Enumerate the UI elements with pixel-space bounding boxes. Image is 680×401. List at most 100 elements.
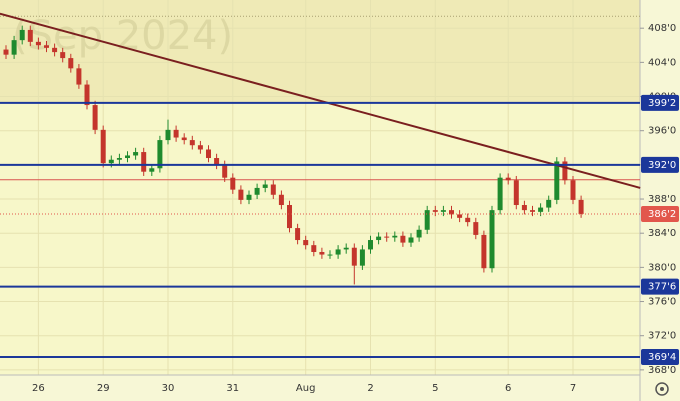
- candle-body: [76, 68, 82, 85]
- candle-body: [359, 249, 365, 266]
- y-tick-label: 404'0: [648, 57, 676, 68]
- candle-body: [189, 140, 195, 146]
- candle-body: [562, 161, 568, 181]
- candle-body: [538, 207, 544, 212]
- candle-body: [440, 210, 446, 212]
- candle-body: [287, 205, 292, 229]
- watermark: (Sep 2024): [12, 13, 233, 59]
- candle-body: [254, 187, 260, 195]
- candle-body: [343, 247, 349, 250]
- candle-body: [100, 129, 106, 164]
- level-label: 377'6: [648, 282, 676, 293]
- candle-body: [157, 140, 163, 169]
- x-tick-label: 30: [162, 383, 175, 394]
- x-tick-label: 26: [32, 383, 45, 394]
- candle-body: [270, 184, 276, 195]
- y-tick-label: 408'0: [648, 23, 676, 34]
- y-tick-label: 368'0: [648, 365, 676, 376]
- candle-body: [84, 84, 90, 106]
- x-tick-label: 6: [505, 383, 511, 394]
- candle-body: [125, 155, 130, 159]
- candle-body: [262, 184, 268, 188]
- candle-body: [521, 205, 527, 211]
- level-label-box: [641, 156, 679, 173]
- y-tick-label: 376'0: [648, 297, 676, 308]
- last-price-label: 386'2: [648, 209, 676, 220]
- candle-body: [432, 210, 438, 212]
- candle-body: [222, 164, 228, 178]
- candle-body: [505, 177, 511, 181]
- candle-body: [530, 210, 535, 212]
- candle-body: [27, 29, 33, 42]
- y-tick-label: 388'0: [648, 194, 676, 205]
- y-tick-label: 384'0: [648, 228, 676, 239]
- candle-body: [497, 177, 503, 211]
- candle-body: [19, 29, 25, 41]
- x-tick-label: 7: [570, 383, 576, 394]
- candle-body: [449, 210, 454, 215]
- candle-body: [554, 161, 560, 200]
- price-axis: [640, 0, 680, 401]
- candle-body: [68, 58, 74, 69]
- candle-body: [214, 158, 220, 165]
- candle-body: [319, 251, 325, 255]
- candle-body: [295, 228, 301, 241]
- candle-body: [197, 145, 203, 150]
- candle-body: [408, 237, 414, 243]
- candle-body: [384, 236, 390, 238]
- level-label-box: [641, 94, 679, 111]
- candle-body: [246, 194, 252, 200]
- candle-body: [108, 159, 114, 164]
- candle-body: [44, 45, 49, 48]
- candle-body: [392, 235, 398, 238]
- candle-body: [52, 47, 58, 53]
- candle-body: [133, 152, 139, 156]
- level-label: 369'4: [648, 352, 676, 363]
- candle-body: [35, 41, 41, 46]
- last-price-box: [641, 205, 679, 222]
- candle-body: [376, 236, 382, 241]
- candle-body: [11, 40, 17, 55]
- candle-body: [457, 214, 463, 218]
- candle-body: [92, 105, 98, 130]
- x-tick-label: 5: [432, 383, 438, 394]
- zone: [0, 0, 640, 103]
- candle-body: [303, 240, 309, 246]
- y-tick-label: 380'0: [648, 262, 676, 273]
- candle-body: [230, 177, 236, 190]
- candle-body: [546, 199, 552, 208]
- candle-body: [149, 168, 155, 172]
- candle-body: [351, 247, 357, 266]
- candle-body: [473, 222, 479, 235]
- time-axis: [0, 375, 640, 401]
- candle-body: [368, 240, 373, 250]
- candle-body: [278, 194, 284, 206]
- y-tick-label: 396'0: [648, 126, 676, 137]
- settings-icon[interactable]: [655, 382, 669, 396]
- candle-body: [60, 52, 66, 59]
- candle-body: [173, 129, 179, 138]
- candle-body: [465, 217, 471, 223]
- candle-body: [570, 180, 576, 200]
- candle-body: [311, 245, 317, 252]
- x-tick-label: Aug: [296, 383, 316, 394]
- candle-body: [238, 189, 244, 200]
- candle-body: [165, 129, 171, 141]
- x-tick-label: 31: [226, 383, 239, 394]
- candle-body: [335, 249, 341, 255]
- candle-body: [513, 180, 519, 206]
- candle-body: [481, 234, 487, 269]
- candle-body: [327, 254, 333, 256]
- candle-body: [181, 137, 187, 141]
- trend-line: [0, 12, 641, 189]
- candle-body: [578, 199, 584, 214]
- candle-body: [489, 210, 495, 269]
- candle-body: [206, 149, 211, 159]
- level-label: 399'2: [648, 98, 676, 109]
- candle-body: [116, 158, 122, 160]
- level-label-box: [641, 349, 679, 366]
- candle-body: [424, 210, 430, 230]
- candle-body: [3, 49, 9, 55]
- level-label: 392'0: [648, 160, 676, 171]
